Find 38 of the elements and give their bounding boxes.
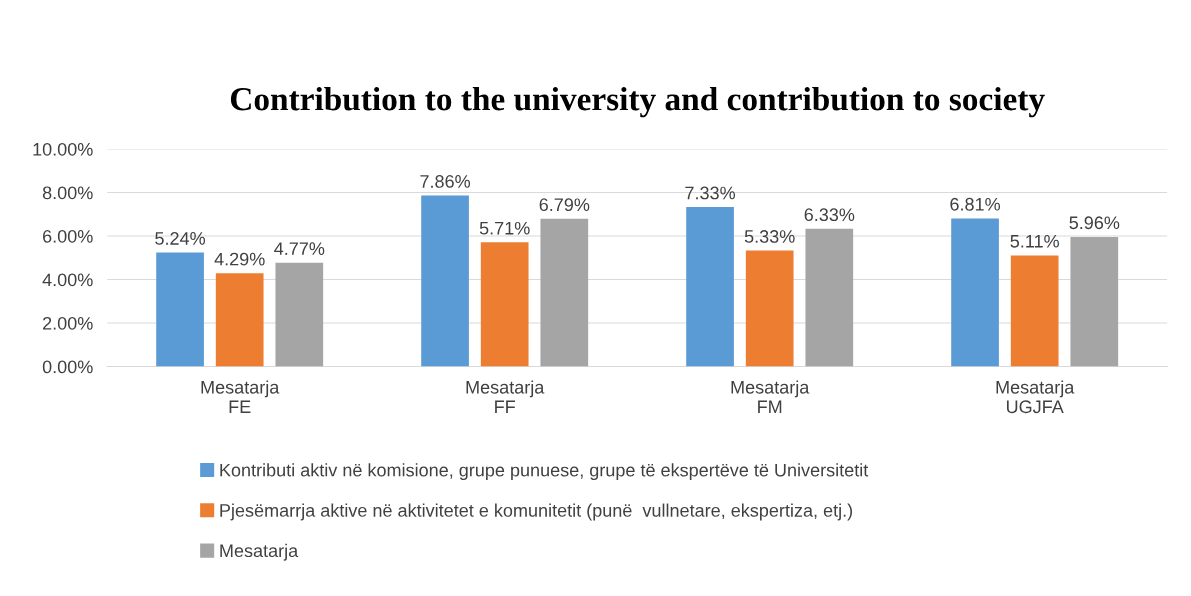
bar [1010, 255, 1059, 367]
x-tick-label: Mesatarja FM [731, 380, 810, 413]
bar [1070, 236, 1119, 367]
data-label: 5.33% [744, 230, 795, 243]
bar [156, 252, 204, 367]
y-tick-label: 2.00% [43, 316, 93, 330]
y-tick-label: 6.00% [43, 229, 93, 243]
data-label: 7.33% [685, 186, 736, 200]
bar [805, 228, 854, 367]
data-label: 7.86% [420, 175, 471, 188]
data-label: 5.11% [1010, 234, 1059, 248]
bar [275, 262, 324, 367]
x-tick-label: Mesatarja FF [466, 380, 545, 413]
bar [421, 195, 469, 367]
y-tick-label: 0.00% [42, 360, 93, 374]
data-label: 5.24% [155, 232, 206, 245]
data-label: 6.79% [539, 198, 590, 212]
chart-title: Contribution to the university and contribution to society [230, 86, 1045, 118]
y-tick-label: 8.00% [42, 186, 93, 200]
bar [951, 218, 999, 367]
x-tick-label: Mesatarja FE [201, 380, 280, 413]
legend-label: Mesatarja [220, 543, 299, 561]
bar [540, 218, 589, 367]
y-tick-label: 4.00% [42, 273, 93, 287]
bar [215, 273, 264, 367]
legend-label: Pjesëmarrja aktive në aktivitetet e komunitetit (punë vullnetare, ekspertiza, etj.) [220, 503, 853, 521]
y-tick-label: 10.00% [33, 142, 93, 156]
data-label: 6.81% [950, 197, 1001, 211]
bar [480, 242, 529, 367]
data-label: 4.77% [274, 242, 325, 255]
bar [745, 250, 794, 367]
bar [686, 207, 734, 367]
legend-label: Kontributi aktiv në komisione, grupe punuese, grupe të ekspertëve të Universitetit [220, 463, 869, 481]
x-tick-label: Mesatarja UGJFA [996, 380, 1075, 414]
data-label: 5.71% [479, 221, 530, 235]
data-label: 5.96% [1069, 216, 1120, 230]
data-label: 6.33% [804, 208, 855, 222]
data-label: 4.29% [214, 252, 265, 266]
